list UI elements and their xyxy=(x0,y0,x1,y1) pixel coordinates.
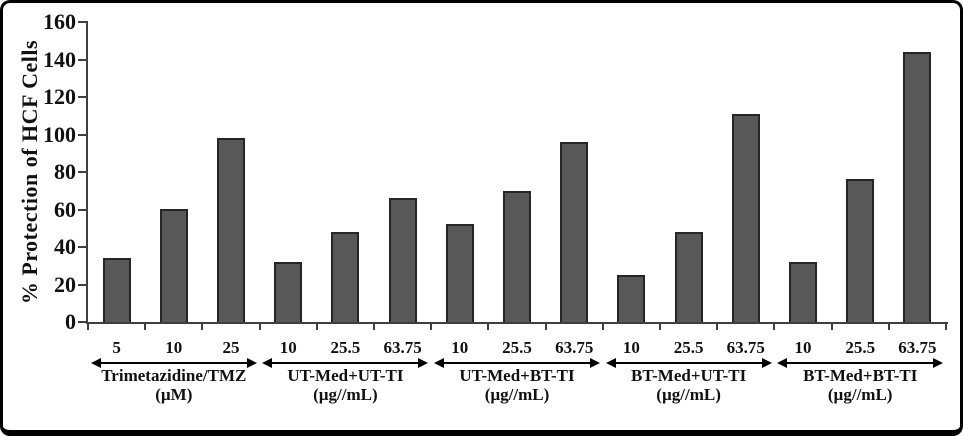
group-name: UT-Med+UT-TI xyxy=(287,366,404,385)
group-label-BT-Med+UT-TI: BT-Med+UT-TI (µg//mL) xyxy=(603,358,775,404)
x-tick-label: 25.5 xyxy=(502,338,532,357)
bar-BT-Med+UT-TI-25.5 xyxy=(674,232,703,322)
bar-BT-Med+UT-TI-63.75 xyxy=(731,114,760,322)
y-tick-mark xyxy=(78,246,86,248)
group-name: UT-Med+BT-TI xyxy=(459,366,575,385)
y-tick-mark xyxy=(78,283,86,286)
y-tick-mark xyxy=(78,208,86,211)
bar-UT-Med+BT-TI-25.5 xyxy=(503,191,531,322)
group-unit: (µg//mL) xyxy=(827,385,893,404)
y-tick-label: 60 xyxy=(54,196,76,222)
x-tick-label: 25.5 xyxy=(845,338,876,357)
y-tick-label: 120 xyxy=(43,84,76,109)
x-tick-label: 25.5 xyxy=(673,338,704,357)
bar-BT-Med+BT-TI-10 xyxy=(789,262,817,322)
x-tick-mark xyxy=(373,322,375,330)
x-tick-label: 10 xyxy=(622,338,640,357)
bar-BT-Med+UT-TI-10 xyxy=(617,275,646,322)
group-span-arrow xyxy=(262,358,429,368)
bar-UT-Med+UT-TI-10 xyxy=(274,262,303,322)
x-tick-label: 10 xyxy=(279,338,297,357)
bar-UT-Med+BT-TI-63.75 xyxy=(560,142,589,322)
group-label-UT-Med+BT-TI: UT-Med+BT-TI (µg//mL) xyxy=(431,358,603,404)
group-unit: (µg//mL) xyxy=(313,385,378,404)
bar-UT-Med+UT-TI-63.75 xyxy=(388,198,417,322)
y-axis-line xyxy=(86,21,88,324)
bar-Trimetazidine/TMZ-5 xyxy=(102,258,131,322)
x-tick-label: 10 xyxy=(451,338,469,357)
y-tick-label: 160 xyxy=(43,9,76,34)
group-span-arrow xyxy=(605,358,772,368)
bar-UT-Med+BT-TI-10 xyxy=(445,224,474,322)
group-span-arrow xyxy=(777,358,944,368)
group-name: Trimetazidine/TMZ xyxy=(101,366,247,385)
group-span-arrow xyxy=(433,358,600,368)
x-tick-label: 63.75 xyxy=(726,338,765,357)
x-tick-label: 25 xyxy=(222,338,240,357)
x-tick-mark xyxy=(258,322,261,330)
y-tick-label: 40 xyxy=(54,234,76,259)
x-tick-mark xyxy=(830,322,833,330)
group-unit: (µM) xyxy=(155,385,193,404)
bar-BT-Med+BT-TI-63.75 xyxy=(903,52,932,322)
x-tick-mark xyxy=(201,322,204,330)
x-tick-label: 25.5 xyxy=(330,338,361,357)
x-tick-label: 63.75 xyxy=(898,338,937,357)
x-tick-mark xyxy=(601,322,604,330)
x-tick-label: 63.75 xyxy=(555,338,594,357)
x-tick-label: 10 xyxy=(165,338,183,357)
x-axis-line xyxy=(86,322,948,324)
bar-BT-Med+BT-TI-25.5 xyxy=(846,179,875,322)
y-tick-mark xyxy=(78,58,86,61)
x-tick-mark xyxy=(144,322,147,330)
y-tick-mark xyxy=(78,171,86,173)
group-unit: (µg//mL) xyxy=(656,385,721,404)
x-tick-mark xyxy=(487,322,490,330)
x-tick-label: 5 xyxy=(112,338,121,357)
y-tick-label: 100 xyxy=(43,121,76,147)
y-tick-label: 80 xyxy=(54,159,76,184)
y-tick-label: 140 xyxy=(43,46,76,72)
x-tick-mark xyxy=(87,322,89,330)
bar-UT-Med+UT-TI-25.5 xyxy=(331,232,360,322)
x-tick-mark xyxy=(544,322,547,330)
x-tick-mark xyxy=(315,322,318,330)
x-tick-mark xyxy=(716,322,719,330)
bar-Trimetazidine/TMZ-25 xyxy=(217,138,245,322)
y-tick-mark xyxy=(78,321,86,323)
group-name: BT-Med+UT-TI xyxy=(631,366,747,385)
x-tick-label: 10 xyxy=(794,338,812,357)
bar-chart: % Protection of HCF Cells 160 140 120 100 80… xyxy=(3,3,960,430)
y-tick-label: 20 xyxy=(54,271,76,297)
group-name: BT-Med+BT-TI xyxy=(803,366,918,385)
y-tick-mark xyxy=(78,21,86,23)
group-span-arrow xyxy=(90,358,257,368)
group-label-BT-Med+BT-TI: BT-Med+BT-TI (µg//mL) xyxy=(774,358,946,404)
group-label-UT-Med+UT-TI: UT-Med+UT-TI (µg//mL) xyxy=(260,358,432,404)
group-label-Trimetazidine/TMZ: Trimetazidine/TMZ (µM) xyxy=(88,358,260,404)
y-tick-label: 0 xyxy=(65,309,76,334)
x-tick-mark xyxy=(659,322,661,330)
group-unit: (µg//mL) xyxy=(484,385,550,404)
x-tick-mark xyxy=(430,322,433,330)
x-tick-label: 63.75 xyxy=(383,338,422,357)
y-tick-mark xyxy=(78,96,86,98)
bar-Trimetazidine/TMZ-10 xyxy=(159,209,188,322)
x-tick-mark xyxy=(945,322,947,330)
x-tick-mark xyxy=(773,322,776,330)
y-tick-mark xyxy=(78,133,86,136)
x-tick-mark xyxy=(887,322,890,330)
